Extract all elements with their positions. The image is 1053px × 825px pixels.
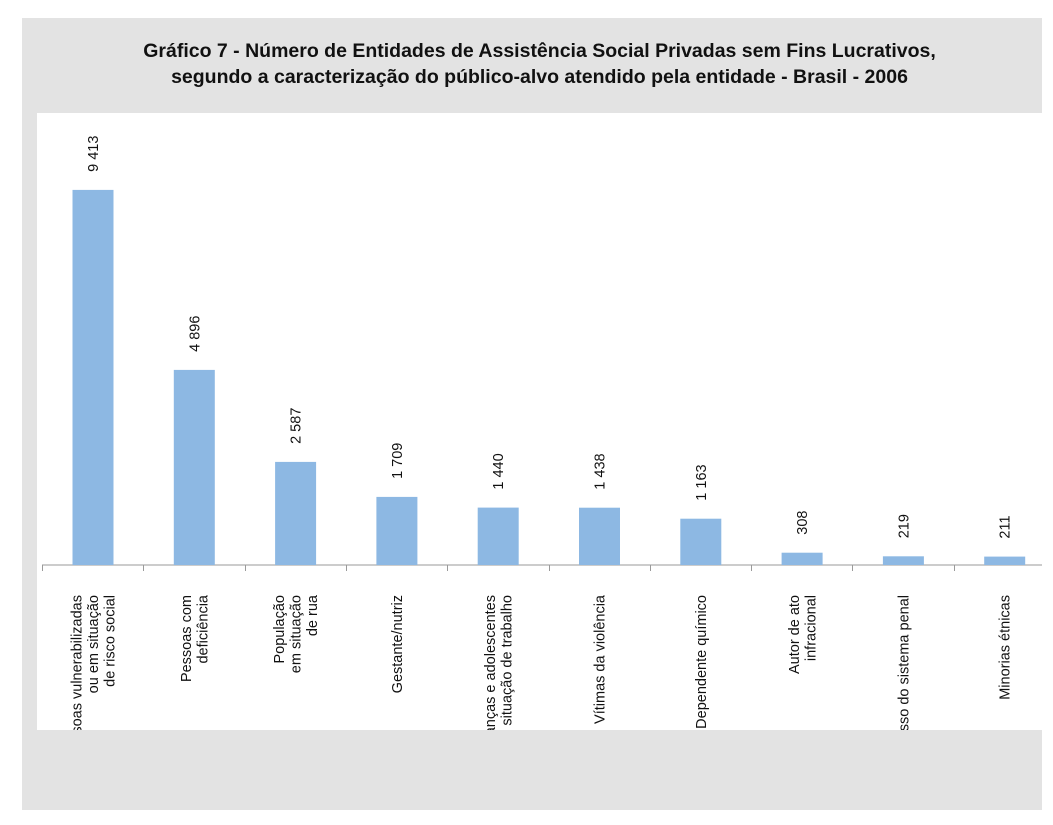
- bar: [680, 518, 722, 565]
- x-tick-label: Vítimas da violência: [593, 594, 609, 724]
- bar: [781, 552, 823, 565]
- x-tick-label: Autor de ato infracional: [787, 595, 820, 674]
- x-tick-label: Crianças e adolescentes em situação de tr…: [483, 595, 516, 754]
- plot-area: 9 413 Pessoas vulnerabilizadas ou em situa…: [37, 113, 1042, 762]
- bar: [376, 496, 418, 565]
- x-tick-label-line: Autor de ato: [787, 595, 803, 674]
- bar-value-label: 211: [998, 515, 1014, 538]
- bar-value-label: 1 438: [593, 453, 609, 489]
- chart-title-line-2: segundo a caracterização do público-alvo…: [171, 66, 908, 88]
- x-tick-label-line: Crianças e adolescentes: [483, 595, 499, 730]
- bar-value-label: 2 587: [289, 408, 305, 444]
- x-tick-label: Dependente químico: [694, 595, 710, 729]
- x-tick-label-line: em situação de trabalho: [499, 595, 515, 730]
- x-tick-label-line: População: [272, 595, 288, 664]
- chart-title: Gráfico 7 - Número de Entidades de Assis…: [37, 38, 1042, 90]
- bar: [477, 507, 519, 565]
- bar-value-label: 219: [896, 514, 912, 538]
- bar-value-label: 9 413: [86, 136, 102, 172]
- bar: [173, 369, 215, 565]
- x-tick-label-line: infracional: [803, 595, 819, 661]
- x-tick-label: Minorias étnicas: [998, 595, 1014, 700]
- x-tick-label-line: Pessoas com: [179, 595, 195, 682]
- bar-value-label: 308: [795, 510, 811, 534]
- x-tick-label: Gestante/nutriz: [390, 595, 406, 693]
- x-tick-label-line: Vítimas da violência: [593, 594, 609, 724]
- bar-chart: 9 413 Pessoas vulnerabilizadas ou em situa…: [42, 136, 1042, 762]
- bar: [984, 556, 1026, 565]
- x-tick-label-line: Egresso do sistema penal: [896, 595, 912, 730]
- bar: [275, 461, 317, 565]
- x-tick-label-line: Dependente químico: [694, 595, 710, 729]
- x-tick-label-line: Pessoas vulnerabilizadas: [70, 595, 86, 730]
- bar-value-label: 1 163: [694, 464, 710, 500]
- x-tick-label: Pessoas com deficiência: [179, 594, 212, 682]
- x-tick-label-line: Minorias étnicas: [998, 595, 1014, 700]
- x-tick-label: Egresso do sistema penal: [896, 595, 912, 762]
- bar: [579, 507, 620, 565]
- x-tick-label-line: em situação: [289, 595, 305, 673]
- chart-title-line-1: Gráfico 7 - Número de Entidades de Assis…: [143, 40, 936, 62]
- x-tick-label-line: de risco social: [103, 595, 119, 687]
- x-tick-label: População em situação de rua: [272, 594, 321, 673]
- bar: [72, 189, 114, 565]
- chart-frame: Gráfico 7 - Número de Entidades de Assis…: [22, 18, 1042, 810]
- bar: [882, 556, 924, 565]
- bar-value-label: 1 709: [390, 443, 406, 479]
- x-tick-label-line: de rua: [305, 594, 321, 636]
- x-tick-label-line: deficiência: [196, 594, 212, 663]
- x-tick-label: Pessoas vulnerabilizadas ou em situação de…: [70, 595, 119, 759]
- bar-value-label: 1 440: [491, 453, 507, 489]
- bar-value-label: 4 896: [187, 316, 203, 352]
- x-tick-label-line: ou em situação: [86, 595, 102, 693]
- x-tick-label-line: Gestante/nutriz: [390, 595, 406, 693]
